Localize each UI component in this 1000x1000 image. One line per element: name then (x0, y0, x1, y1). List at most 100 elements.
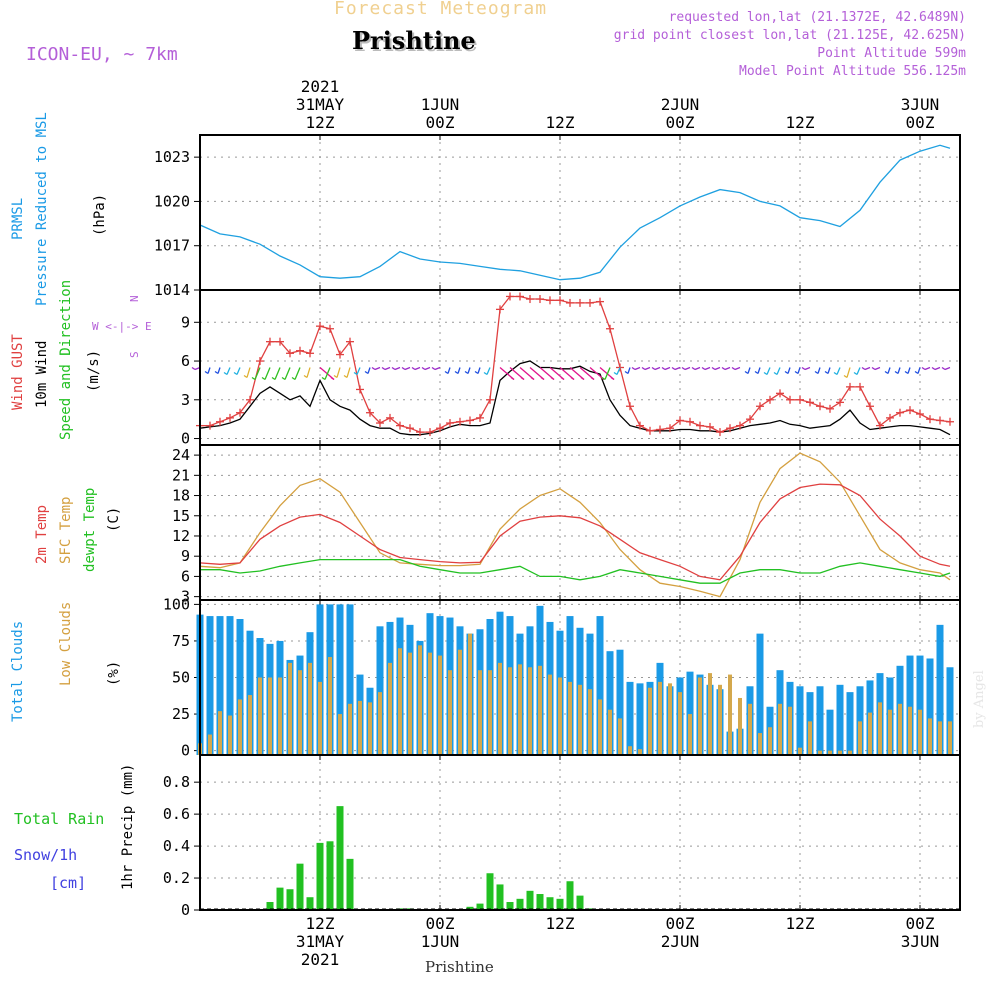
wind-direction-arrowhead (570, 376, 575, 381)
wind-direction-arrowhead (540, 376, 545, 381)
wind-direction-arrowhead (941, 366, 946, 371)
wind-direction-arrowhead (671, 366, 676, 371)
snow-legend: Snow/1h (14, 846, 78, 864)
wind-direction-arrowhead (371, 366, 376, 371)
bottom-time-label: 12Z (306, 914, 335, 933)
wind-gust-line (200, 295, 951, 433)
low-cloud-bar (348, 703, 352, 755)
low-cloud-bar (488, 670, 492, 755)
wind-direction-arrow (817, 367, 821, 374)
wind-direction-arrow (374, 366, 381, 371)
wind-direction-arrowhead (763, 371, 768, 376)
wind-direction-arrowhead (590, 376, 595, 381)
wind-direction-arrow (356, 367, 361, 375)
wind-direction-arrow (217, 367, 221, 374)
y-tick-label: 25 (172, 705, 190, 723)
y-tick-label: 100 (163, 595, 190, 613)
bottom-time-label: 12Z (546, 914, 575, 933)
precip-bar (486, 873, 494, 910)
wind-direction-arrowhead (784, 370, 789, 375)
wind-direction-arrow (747, 367, 751, 374)
wind-direction-arrowhead (353, 371, 358, 376)
panel-frame (199, 134, 961, 291)
wind-direction-arrowhead (773, 371, 778, 376)
wind-direction-arrow (477, 367, 481, 374)
low-cloud-bar (368, 702, 372, 755)
low-cloud-bar (788, 706, 792, 755)
wind-direction-arrowhead (421, 366, 426, 371)
panel-frame (199, 754, 961, 911)
wind-direction-arrow (246, 367, 251, 378)
wind-direction-arrow (274, 367, 281, 380)
wind-direction-arrowhead (814, 370, 819, 375)
wind-direction-arrowhead (520, 376, 525, 381)
low-cloud-bar (868, 712, 872, 755)
low-cloud-bar (828, 750, 832, 755)
bottom-time-label: 00Z (666, 914, 695, 933)
low-cloud-bar (408, 652, 412, 755)
precip-bar (466, 906, 474, 910)
rain-legend: Total Rain (14, 810, 105, 828)
precip-bar (276, 887, 284, 910)
low-cloud-bar (588, 689, 592, 755)
y-tick-label: 3 (181, 391, 190, 409)
top-time-label: 3JUN (901, 95, 940, 114)
precip-bar (346, 858, 354, 910)
wind-direction-arrowhead (914, 370, 919, 375)
top-time-label: 2021 (301, 77, 340, 96)
wind-direction-arrow (634, 366, 641, 371)
y-tick-label: 1023 (154, 148, 190, 166)
wind-direction-arrowhead (631, 366, 636, 371)
wind-direction-arrow (457, 367, 461, 374)
wind-direction-arrow (486, 367, 491, 375)
wind-direction-arrowhead (731, 366, 736, 371)
low-cloud-bar (578, 684, 582, 755)
wind-direction-arrow (846, 367, 851, 378)
precip-bar (266, 902, 274, 910)
total-cloud-bar (846, 692, 854, 755)
wind-direction-arrowhead (701, 366, 706, 371)
top-time-label: 12Z (546, 113, 575, 132)
wind-direction-arrowhead (243, 374, 248, 379)
wind-direction-arrow (467, 367, 471, 374)
low-cloud-bar (238, 699, 242, 755)
low-cloud-bar (858, 721, 862, 755)
precip-bar (316, 842, 324, 910)
low-cloud-bar (438, 655, 442, 755)
low-cloud-bar (318, 681, 322, 755)
low-cloud-bar (808, 721, 812, 755)
total-cloud-bar (906, 655, 914, 755)
low-cloud-bar (658, 681, 662, 755)
wind-direction-arrowhead (691, 366, 696, 371)
wind-direction-arrow (394, 366, 401, 371)
wind-direction-arrowhead (233, 371, 238, 376)
precip-bar (556, 898, 564, 910)
low-cloud-bar (498, 662, 502, 755)
wind-direction-arrowhead (364, 370, 369, 375)
low-cloud-bar (738, 697, 742, 755)
wind-direction-arrow (616, 367, 621, 375)
bottom-time-label: 00Z (426, 914, 455, 933)
wind-direction-arrowhead (824, 370, 829, 375)
total-cloud-bar (596, 616, 604, 755)
snow-unit-legend: [cm] (50, 874, 87, 892)
wind-direction-arrow (897, 367, 901, 374)
total-cloud-bar (946, 667, 954, 755)
low-cloud-bar (328, 657, 332, 755)
wind-direction-arrow (336, 367, 341, 378)
low-cloud-bar (618, 718, 622, 755)
bottom-time-label: 3JUN (901, 932, 940, 951)
low-cloud-bar (448, 670, 452, 755)
low-cloud-bar (818, 750, 822, 755)
wind-direction-arrowhead (861, 366, 866, 371)
wind-direction-arrowhead (711, 366, 716, 371)
wind-direction-arrowhead (843, 374, 848, 379)
total-cloud-bar (316, 604, 324, 755)
wind-direction-arrowhead (833, 371, 838, 376)
wind-direction-arrowhead (610, 376, 615, 381)
y-tick-label: 1014 (154, 281, 190, 299)
low-cloud-bar (458, 649, 462, 755)
wind-direction-arrowhead (281, 376, 286, 381)
total-cloud-bar (216, 616, 224, 755)
total-cloud-bar (236, 619, 244, 755)
